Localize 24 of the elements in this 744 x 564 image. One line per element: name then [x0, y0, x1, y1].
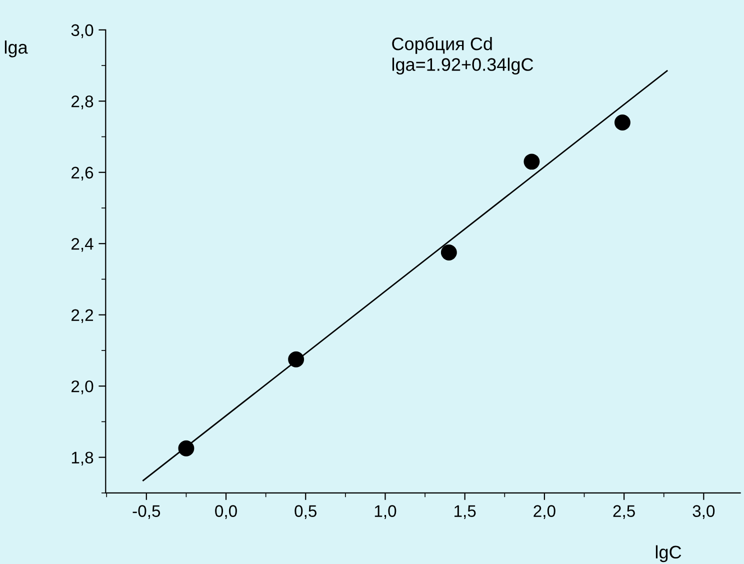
y-tick-label: 2,0	[72, 380, 94, 394]
x-tick-label: 2,5	[613, 505, 635, 519]
x-axis-title: lgC	[656, 545, 682, 562]
x-tick-label: 1,0	[374, 505, 396, 519]
annotation: Сорбция Cd	[392, 36, 492, 54]
y-tick-label: 2,8	[72, 96, 94, 110]
y-tick-label: 3,0	[71, 24, 94, 38]
y-tick-label: 2,2	[72, 309, 94, 324]
annotation: lga=1.92+0.34lgC	[392, 58, 534, 75]
point	[524, 154, 540, 170]
x-tick-label: 0,0	[215, 505, 237, 519]
y-tick-label: 2,4	[72, 238, 94, 252]
x-tick-label: 3,0	[692, 505, 715, 519]
y-tick-label: 1,8	[72, 452, 94, 466]
x-tick-label: 0,5	[294, 505, 317, 519]
y-axis-title: lga	[4, 40, 28, 58]
x-tick-label: 2,0	[534, 505, 556, 519]
x-tick-label: -0,5	[132, 505, 160, 519]
point	[178, 440, 194, 456]
point	[440, 244, 457, 260]
x-tick-label: 1,5	[454, 505, 476, 519]
y-tick-label: 2,6	[72, 166, 94, 181]
point	[288, 351, 304, 368]
point	[614, 114, 630, 130]
